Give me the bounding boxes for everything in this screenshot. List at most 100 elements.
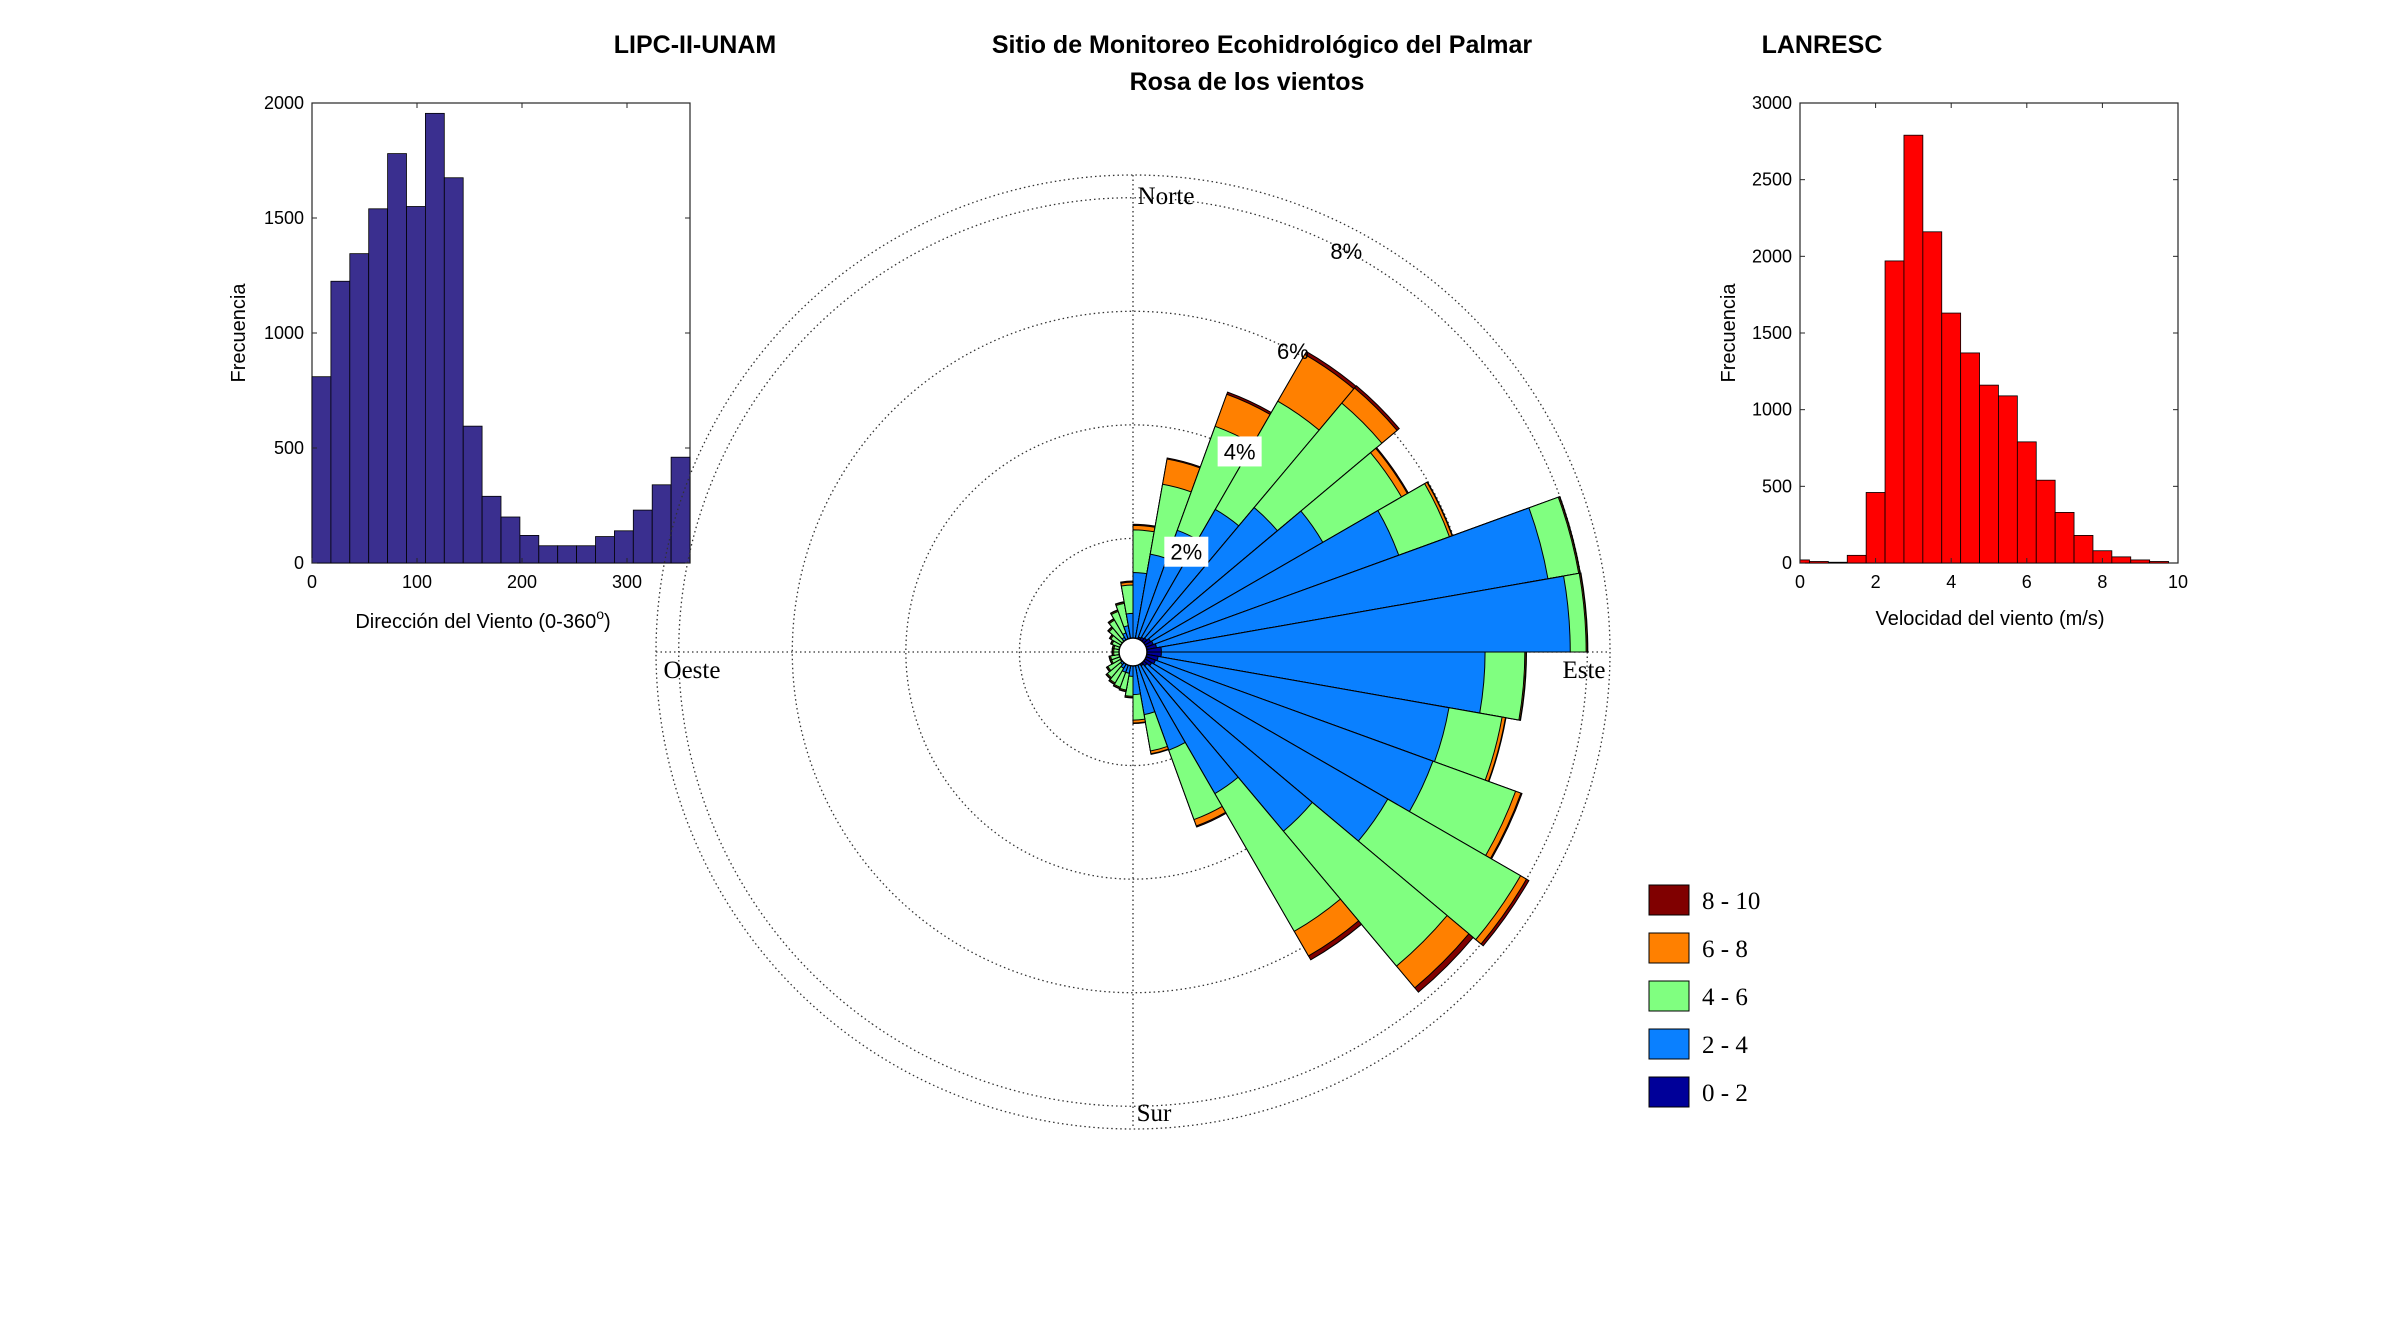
direction-histogram-ticks: 0 100 200 300 0 500 1000 1500 2000 bbox=[264, 93, 690, 592]
direction-histogram-bar bbox=[424, 112, 445, 564]
wind-rose-outer-ring bbox=[655, 174, 1611, 1130]
left-title: LIPC-II-UNAM bbox=[614, 31, 776, 59]
direction-histogram-bar bbox=[538, 545, 559, 564]
center-title: Sitio de Monitoreo Ecohidrológico del Pa… bbox=[992, 31, 1533, 59]
direction-histogram-bar bbox=[349, 253, 370, 564]
direction-histogram-bar bbox=[330, 280, 351, 564]
speed-histogram-bar bbox=[1903, 134, 1924, 564]
direction-xlabel-main: Dirección del Viento (0-360 bbox=[355, 611, 596, 633]
direction-label-east: Este bbox=[1562, 657, 1605, 684]
legend-label: 4 - 6 bbox=[1702, 984, 1748, 1011]
legend-swatch bbox=[1648, 932, 1690, 964]
direction-ytick-label: 2000 bbox=[264, 93, 304, 113]
speed-histogram-bar bbox=[2149, 561, 2169, 564]
direction-histogram-bar bbox=[481, 495, 502, 564]
speed-ytick-label: 3000 bbox=[1752, 93, 1792, 113]
direction-histogram: 0 100 200 300 0 500 1000 1500 2000 Frecuencia Di… bbox=[228, 93, 691, 633]
direction-ytick-label: 1500 bbox=[264, 208, 304, 228]
speed-histogram-bar bbox=[2130, 559, 2151, 564]
speed-ytick-label: 500 bbox=[1762, 476, 1792, 496]
legend-swatch bbox=[1648, 980, 1690, 1012]
wind-rose-percent-label: 6% bbox=[1277, 339, 1309, 364]
speed-histogram-bar bbox=[2054, 512, 2075, 564]
wind-rose: 2% 4% 6% 8% Norte Este Sur Oeste bbox=[655, 174, 1611, 1130]
legend-label: 6 - 8 bbox=[1702, 936, 1748, 963]
speed-xtick-label: 8 bbox=[2097, 572, 2107, 592]
legend-swatch bbox=[1648, 1028, 1690, 1060]
speed-histogram-bar bbox=[2035, 479, 2056, 564]
direction-histogram-bars bbox=[311, 112, 691, 564]
wind-rose-percent-label: 8% bbox=[1330, 239, 1362, 264]
direction-histogram-bar bbox=[406, 206, 426, 564]
direction-histogram-bar bbox=[443, 177, 464, 564]
wind-rose-label-box bbox=[1164, 536, 1209, 567]
speed-xtick-label: 2 bbox=[1871, 572, 1881, 592]
direction-histogram-ylabel: Frecuencia bbox=[228, 283, 250, 383]
speed-histogram-bar bbox=[1922, 231, 1943, 564]
direction-histogram-bar bbox=[632, 509, 653, 564]
speed-ytick-label: 1000 bbox=[1752, 400, 1792, 420]
legend-swatch bbox=[1648, 1076, 1690, 1108]
speed-histogram-bar bbox=[1960, 352, 1980, 564]
wind-rose-percent-label: 2% bbox=[1170, 540, 1202, 565]
speed-ytick-label: 1500 bbox=[1752, 323, 1792, 343]
speed-histogram-bar bbox=[1884, 260, 1905, 564]
wind-rose-bar-low bbox=[1132, 651, 1186, 751]
wind-rose-legend: 8 - 10 6 - 8 4 - 6 2 - 4 0 - 2 bbox=[1648, 884, 1760, 1108]
direction-xtick-label: 200 bbox=[507, 572, 537, 592]
direction-xlabel-close: ) bbox=[604, 611, 611, 633]
speed-xtick-label: 10 bbox=[2168, 572, 2188, 592]
speed-histogram-bar bbox=[1998, 395, 2018, 564]
direction-histogram-bar bbox=[387, 153, 407, 564]
direction-histogram-bar bbox=[670, 456, 691, 564]
speed-histogram-xlabel: Velocidad del viento (m/s) bbox=[1875, 608, 2104, 630]
direction-xtick-label: 300 bbox=[612, 572, 642, 592]
center-subtitle: Rosa de los vientos bbox=[1130, 68, 1365, 96]
speed-histogram-bar bbox=[1827, 561, 1848, 564]
wind-rose-bar-low bbox=[1132, 575, 1571, 653]
wind-rose-label-box bbox=[1217, 436, 1262, 467]
speed-xtick-label: 4 bbox=[1946, 572, 1956, 592]
speed-histogram-bar bbox=[1809, 561, 1829, 564]
speed-xtick-label: 6 bbox=[2022, 572, 2032, 592]
speed-histogram-bar bbox=[2016, 441, 2037, 564]
direction-label-north: Norte bbox=[1138, 183, 1195, 210]
direction-histogram-bar bbox=[462, 425, 483, 564]
speed-histogram-bars bbox=[1799, 134, 2169, 564]
direction-label-west: Oeste bbox=[664, 657, 721, 684]
wind-rose-center-hole bbox=[1118, 637, 1148, 667]
legend-label: 0 - 2 bbox=[1702, 1080, 1748, 1107]
direction-label-south: Sur bbox=[1137, 1100, 1172, 1127]
direction-xtick-label: 100 bbox=[402, 572, 432, 592]
speed-histogram-ylabel: Frecuencia bbox=[1718, 283, 1740, 383]
wind-rose-percent-labels: 2% 4% 6% 8% bbox=[1164, 239, 1362, 567]
speed-ytick-label: 2000 bbox=[1752, 246, 1792, 266]
direction-histogram-bar bbox=[557, 545, 578, 564]
speed-histogram-bar bbox=[1941, 312, 1962, 564]
speed-histogram-ticks: 0 2 4 6 8 10 0 500 1000 1500 2000 2500 3000 bbox=[1752, 93, 2188, 592]
speed-histogram-bar bbox=[1846, 554, 1867, 564]
speed-histogram: 0 2 4 6 8 10 0 500 1000 1500 2000 2500 3000 Frecuenc… bbox=[1718, 93, 2188, 630]
direction-histogram-bar bbox=[311, 376, 332, 564]
direction-ytick-label: 500 bbox=[274, 438, 304, 458]
wind-rose-bars bbox=[1105, 350, 1589, 993]
speed-histogram-bar bbox=[1979, 384, 1999, 564]
direction-histogram-bar bbox=[500, 516, 521, 564]
speed-histogram-bar bbox=[2073, 535, 2094, 564]
direction-ytick-label: 0 bbox=[294, 553, 304, 573]
legend-swatch bbox=[1648, 884, 1690, 916]
direction-ytick-label: 1000 bbox=[264, 323, 304, 343]
speed-xtick-label: 0 bbox=[1795, 572, 1805, 592]
speed-ytick-label: 2500 bbox=[1752, 170, 1792, 190]
direction-histogram-bar bbox=[519, 535, 540, 564]
direction-histogram-bar bbox=[576, 545, 596, 564]
right-title: LANRESC bbox=[1762, 31, 1883, 59]
direction-histogram-bar bbox=[368, 208, 389, 564]
direction-histogram-xlabel: Dirección del Viento (0-360o) bbox=[355, 606, 610, 633]
speed-histogram-bar bbox=[2111, 556, 2132, 564]
direction-histogram-bar bbox=[614, 530, 634, 564]
legend-label: 8 - 10 bbox=[1702, 888, 1760, 915]
direction-histogram-bar bbox=[595, 536, 615, 564]
speed-histogram-bar bbox=[1865, 492, 1886, 564]
